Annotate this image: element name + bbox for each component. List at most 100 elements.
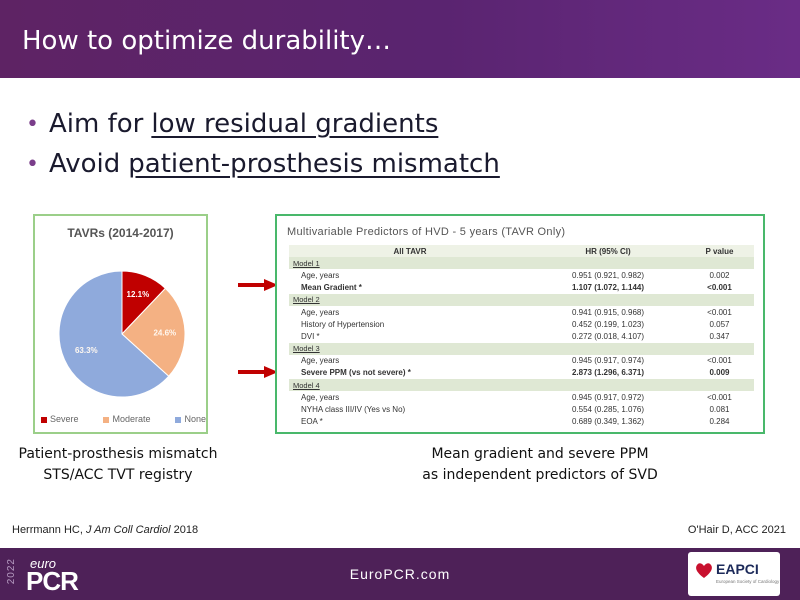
hr-cell: 0.452 (0.199, 1.023) xyxy=(571,319,645,329)
predictor-cell: Age, years xyxy=(301,356,340,366)
p-value-cell: 0.347 xyxy=(709,331,730,341)
left-caption: Patient-prosthesis mismatch STS/ACC TVT … xyxy=(0,444,236,486)
table-header-cell: All TAVR xyxy=(289,245,532,258)
legend-swatch xyxy=(103,416,110,423)
predictor-cell: Age, years xyxy=(301,392,340,402)
right-caption: Mean gradient and severe PPM as independ… xyxy=(390,444,690,486)
table-row: Age, years 0.941 (0.915, 0.968) <0.001 xyxy=(289,306,754,318)
pie-slice-none xyxy=(58,270,170,398)
hr-cell: 0.945 (0.917, 0.972) xyxy=(571,392,645,402)
bullet-prefix: Aim for xyxy=(48,109,144,139)
pie-legend: Severe Moderate None xyxy=(41,414,206,424)
legend-swatch xyxy=(175,416,182,423)
footer-website: EuroPCR.com xyxy=(349,566,451,582)
predictor-cell: EOA * xyxy=(301,417,323,427)
table-header-cell: HR (95% CI) xyxy=(531,245,685,258)
model-label: Model 1 xyxy=(289,257,754,270)
table-row: EOA * 0.689 (0.349, 1.362) 0.284 xyxy=(289,416,754,428)
table-model-row: Model 1 xyxy=(289,257,754,270)
bullet-prefix: Avoid xyxy=(48,149,121,179)
hr-cell: 0.554 (0.285, 1.076) xyxy=(571,405,645,415)
p-value-cell: 0.081 xyxy=(709,405,730,415)
reference-right: O'Hair D, ACC 2021 xyxy=(687,524,786,536)
table-title: Multivariable Predictors of HVD - 5 year… xyxy=(287,226,566,238)
model-label: Model 2 xyxy=(289,293,754,306)
legend-item-none: None xyxy=(175,414,206,424)
right-caption-line: as independent predictors of SVD xyxy=(422,467,658,483)
model-label: Model 3 xyxy=(289,342,754,355)
pie-label-moderate: 24.6% xyxy=(153,328,176,337)
slide-title: How to optimize durability… xyxy=(22,26,392,56)
reference-author: Herrmann HC, xyxy=(12,524,83,536)
pie-chart: 12.1% 24.6% 63.3% xyxy=(58,270,186,398)
reference-left: Herrmann HC, J Am Coll Cardiol 2018 xyxy=(12,524,198,536)
legend-item-severe: Severe xyxy=(41,414,79,424)
right-caption-line: Mean gradient and severe PPM xyxy=(431,446,649,462)
table-row: Age, years 0.945 (0.917, 0.974) <0.001 xyxy=(289,355,754,367)
slide-footer: 2022 euro PCR EuroPCR.com EAPCI European… xyxy=(0,548,800,600)
legend-item-moderate: Moderate xyxy=(103,414,151,424)
table-model-row: Model 2 xyxy=(289,293,754,306)
table-body: Model 1 Age, years 0.951 (0.921, 0.982) 0.0… xyxy=(289,257,754,428)
hr-cell: 0.689 (0.349, 1.362) xyxy=(571,417,645,427)
hr-cell: 0.951 (0.921, 0.982) xyxy=(571,270,645,280)
slide-header: How to optimize durability… xyxy=(0,0,800,78)
predictor-cell: NYHA class III/IV (Yes vs No) xyxy=(301,405,406,415)
eapci-name: EAPCI xyxy=(716,561,759,577)
legend-label: Severe xyxy=(50,414,79,424)
predictor-cell: DVI * xyxy=(301,331,320,341)
model-label: Model 4 xyxy=(289,379,754,392)
predictor-table-panel: Multivariable Predictors of HVD - 5 year… xyxy=(275,214,765,434)
p-value-cell: <0.001 xyxy=(707,307,732,317)
predictor-cell: Severe PPM (vs not severe) * xyxy=(301,368,411,378)
table-header-row: All TAVR HR (95% CI) P value xyxy=(289,245,754,258)
legend-swatch xyxy=(41,416,47,423)
predictor-cell: Age, years xyxy=(301,270,340,280)
pie-label-severe: 12.1% xyxy=(127,290,150,299)
p-value-cell: <0.001 xyxy=(707,283,732,293)
hr-cell: 2.873 (1.296, 6.371) xyxy=(571,368,645,378)
reference-year: 2018 xyxy=(173,524,199,536)
table-row: Mean Gradient * 1.107 (1.072, 1.144) <0.00… xyxy=(289,282,754,294)
bullet-icon: • xyxy=(26,151,39,177)
pie-chart-title: TAVRs (2014-2017) xyxy=(67,226,174,240)
logo-pcr-text: PCR xyxy=(26,566,79,596)
table-header-cell: P value xyxy=(684,245,754,258)
table-row: Age, years 0.945 (0.917, 0.972) <0.001 xyxy=(289,391,754,403)
pie-slice-moderate xyxy=(121,287,186,377)
red-arrow-icon xyxy=(238,279,278,291)
hr-cell: 1.107 (1.072, 1.144) xyxy=(571,283,645,293)
bullet-emphasis: patient-prosthesis mismatch xyxy=(128,149,500,179)
table-row: NYHA class III/IV (Yes vs No) 0.554 (0.28… xyxy=(289,403,754,415)
legend-label: None xyxy=(184,414,206,424)
bullet-list: • Aim for low residual gradients • Avoid… xyxy=(26,104,500,184)
p-value-cell: 0.002 xyxy=(709,270,730,280)
legend-label: Moderate xyxy=(112,414,151,424)
table-model-row: Model 4 xyxy=(289,379,754,392)
eapci-badge: EAPCI European Society of Cardiology xyxy=(688,552,780,596)
hr-cell: 0.941 (0.915, 0.968) xyxy=(571,307,645,317)
bullet-emphasis: low residual gradients xyxy=(151,109,439,139)
table-row: History of Hypertension 0.452 (0.199, 1.0… xyxy=(289,318,754,330)
bullet-item: • Aim for low residual gradients xyxy=(26,104,500,144)
bullet-icon: • xyxy=(26,111,39,137)
left-caption-line: STS/ACC TVT registry xyxy=(43,467,193,483)
reference-journal: J Am Coll Cardiol xyxy=(85,524,171,536)
left-caption-line: Patient-prosthesis mismatch xyxy=(18,446,218,462)
predictor-cell: Mean Gradient * xyxy=(301,283,362,293)
p-value-cell: 0.009 xyxy=(709,368,730,378)
p-value-cell: 0.057 xyxy=(709,319,730,329)
table-row: DVI * 0.272 (0.018, 4.107) 0.347 xyxy=(289,330,754,342)
p-value-cell: <0.001 xyxy=(707,356,732,366)
pie-label-none: 63.3% xyxy=(75,346,98,355)
table-model-row: Model 3 xyxy=(289,342,754,355)
predictor-table: All TAVR HR (95% CI) P value Model 1 Age,… xyxy=(289,245,754,428)
predictor-cell: Age, years xyxy=(301,307,340,317)
eapci-subtitle: European Society of Cardiology xyxy=(716,579,780,584)
heart-icon xyxy=(696,563,712,578)
table-row: Age, years 0.951 (0.921, 0.982) 0.002 xyxy=(289,269,754,281)
hr-cell: 0.945 (0.917, 0.974) xyxy=(571,356,645,366)
p-value-cell: <0.001 xyxy=(707,392,732,402)
predictor-cell: History of Hypertension xyxy=(301,319,385,329)
hr-cell: 0.272 (0.018, 4.107) xyxy=(571,331,645,341)
